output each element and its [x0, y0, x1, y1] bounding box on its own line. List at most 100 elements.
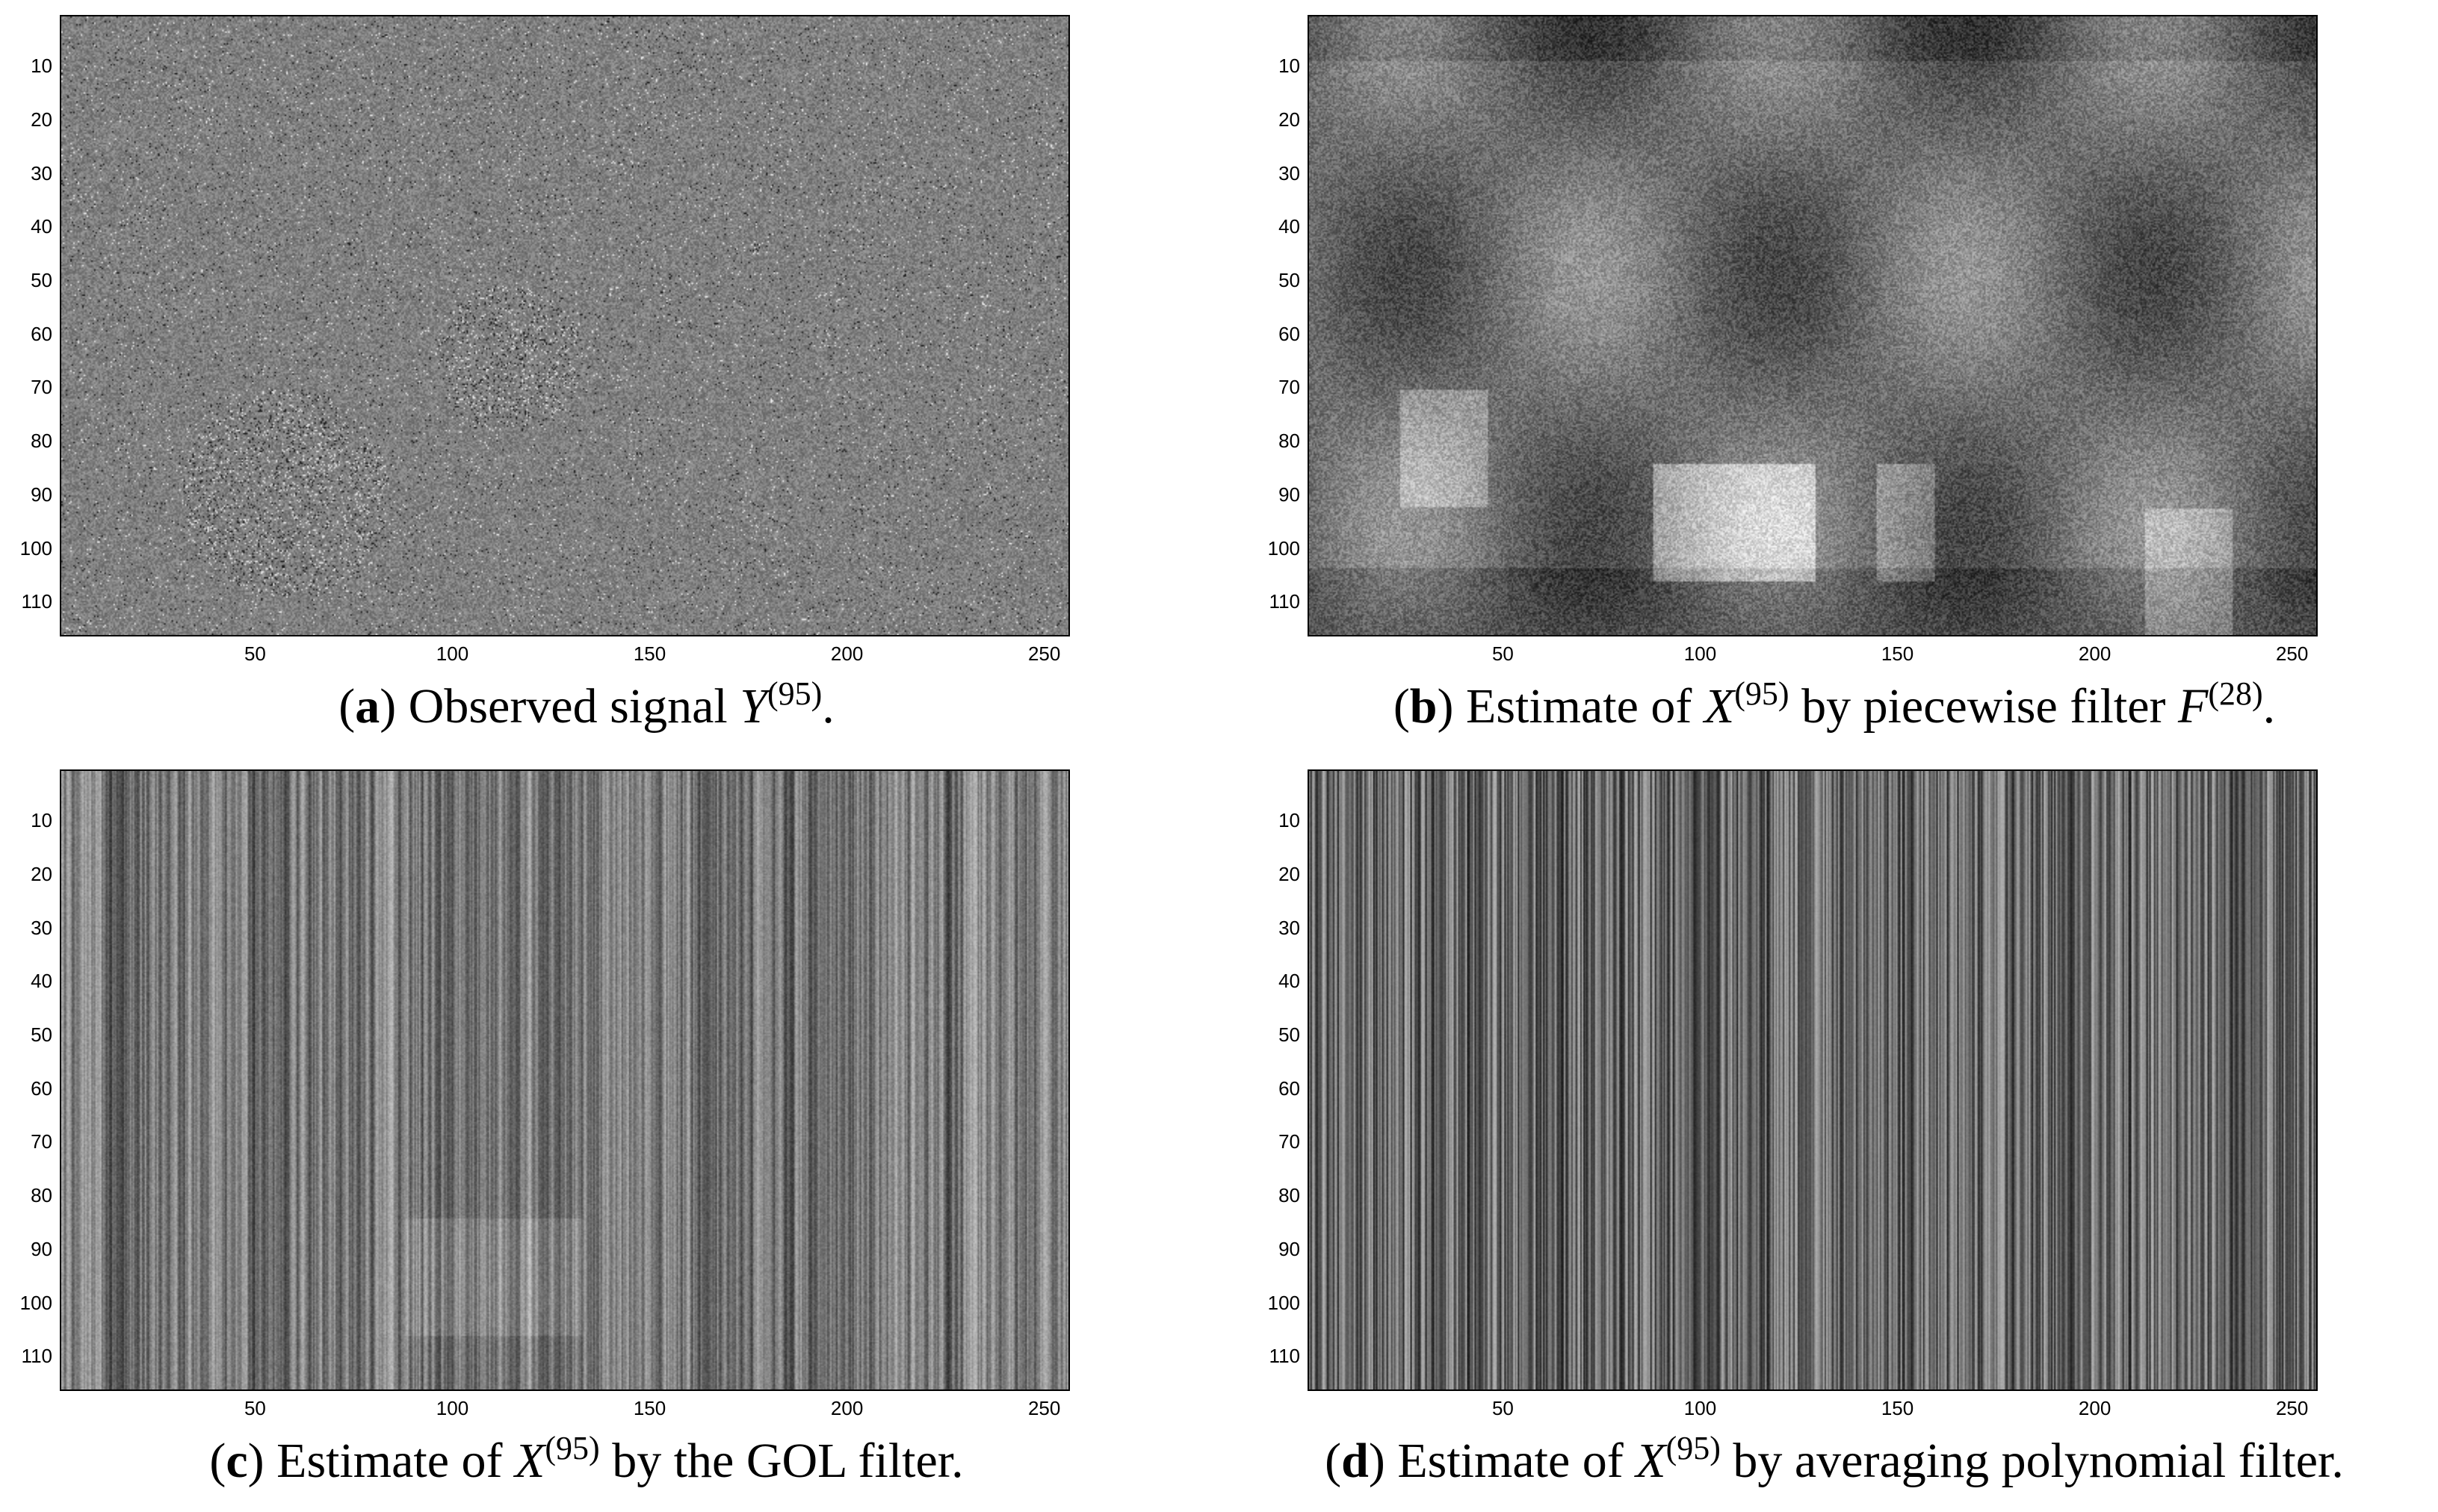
y-tick-label: 60 — [1278, 1076, 1300, 1100]
y-tick-label: 10 — [1278, 55, 1300, 78]
x-tick-label: 100 — [1683, 1397, 1717, 1419]
x-tick-label: 150 — [1881, 1397, 1914, 1419]
x-tick-label: 100 — [436, 642, 469, 665]
figure-panel-c: 10 20 30 40 50 60 70 80 90 100 110 50 100 150 200 250 … — [7, 759, 1166, 1506]
y-tick-label: 60 — [31, 322, 52, 345]
y-tick-label: 10 — [1278, 809, 1300, 832]
y-tick-label: 80 — [31, 430, 52, 453]
caption-text-a: Observed signal — [396, 679, 740, 734]
caption-superscript-b: (95) — [1734, 675, 1789, 712]
image-plot-c — [61, 771, 1068, 1389]
x-tick-label: 250 — [1027, 1397, 1061, 1419]
y-tick-label: 50 — [1278, 1023, 1300, 1047]
x-tick-label: 200 — [2078, 642, 2111, 665]
figure-panel-d: 10 20 30 40 50 60 70 80 90 100 110 50 100 150 200 250 … — [1255, 759, 2413, 1506]
image-axes-a — [60, 15, 1070, 636]
x-tick-label: 100 — [1683, 642, 1717, 665]
caption-symbol-b: X — [1704, 679, 1735, 734]
caption-superscript-c: (95) — [545, 1429, 600, 1466]
y-tick-label: 20 — [1278, 862, 1300, 885]
figure-panel-b: 10 20 30 40 50 60 70 80 90 100 110 50 100 150 200 250 … — [1255, 4, 2413, 752]
caption-text-b: Estimate of — [1453, 679, 1704, 734]
caption-symbol-d: X — [1636, 1434, 1666, 1488]
y-tick-label: 30 — [1278, 916, 1300, 939]
y-tick-label: 40 — [1278, 215, 1300, 238]
x-tick-label: 150 — [633, 642, 666, 665]
y-tick-label: 100 — [1267, 536, 1300, 560]
caption-symbol-c: X — [515, 1434, 545, 1488]
caption-mid-d: by averaging polynomial filter. — [1720, 1434, 2344, 1488]
x-tick-label: 50 — [244, 1397, 266, 1419]
y-tick-label: 100 — [19, 536, 52, 560]
y-tick-label: 110 — [21, 1345, 52, 1368]
caption-d: (d) Estimate of X(95) by averaging polyn… — [1325, 1429, 2344, 1488]
caption-text-c: Estimate of — [264, 1434, 516, 1488]
y-tick-label: 40 — [1278, 970, 1300, 993]
y-tick-label: 10 — [31, 809, 52, 832]
y-tick-label: 80 — [1278, 1184, 1300, 1207]
caption-label-c: c — [226, 1434, 248, 1488]
y-tick-label: 70 — [1278, 376, 1300, 399]
caption-symbol-a: Y — [740, 679, 767, 734]
y-tick-label: 40 — [31, 970, 52, 993]
y-tick-label: 20 — [31, 862, 52, 885]
image-axes-d — [1308, 769, 2318, 1391]
x-tick-label: 150 — [1881, 642, 1914, 665]
y-tick-label: 30 — [31, 916, 52, 939]
y-tick-label: 50 — [31, 269, 52, 292]
caption-superscript2-b: (28) — [2208, 675, 2263, 712]
y-tick-label: 90 — [1278, 483, 1300, 506]
y-tick-label: 110 — [1269, 1345, 1300, 1368]
caption-end-a: . — [822, 679, 835, 734]
y-tick-label: 80 — [1278, 430, 1300, 453]
y-tick-label: 60 — [31, 1076, 52, 1100]
y-tick-label: 110 — [21, 590, 52, 613]
x-tick-label: 250 — [1027, 642, 1061, 665]
caption-text-d: Estimate of — [1384, 1434, 1636, 1488]
caption-c: (c) Estimate of X(95) by the GOL filter. — [209, 1429, 964, 1488]
image-plot-d — [1309, 771, 2316, 1389]
x-tick-label: 150 — [633, 1397, 666, 1419]
y-tick-label: 70 — [31, 376, 52, 399]
x-tick-label: 200 — [830, 642, 864, 665]
x-tick-label: 250 — [2275, 642, 2309, 665]
y-tick-label: 100 — [19, 1291, 52, 1314]
y-tick-label: 90 — [31, 483, 52, 506]
caption-label-d: d — [1341, 1434, 1369, 1488]
y-tick-label: 50 — [1278, 269, 1300, 292]
x-tick-label: 50 — [1491, 1397, 1514, 1419]
y-tick-label: 50 — [31, 1023, 52, 1047]
y-tick-label: 10 — [31, 55, 52, 78]
y-tick-label: 110 — [1269, 590, 1300, 613]
caption-b: (b) Estimate of X(95) by piecewise filte… — [1393, 675, 2276, 734]
caption-label-b: b — [1409, 679, 1438, 734]
y-tick-label: 100 — [1267, 1291, 1300, 1314]
y-tick-label: 90 — [31, 1237, 52, 1260]
y-tick-label: 70 — [1278, 1130, 1300, 1153]
caption-superscript-a: (95) — [767, 675, 823, 712]
y-tick-label: 20 — [1278, 108, 1300, 131]
caption-symbol2-b: F — [2178, 679, 2209, 734]
caption-end-b: . — [2262, 679, 2276, 734]
x-tick-label: 100 — [436, 1397, 469, 1419]
x-tick-label: 200 — [2078, 1397, 2111, 1419]
image-axes-c — [60, 769, 1070, 1391]
x-tick-label: 50 — [1491, 642, 1514, 665]
caption-a: (a) Observed signal Y(95). — [338, 675, 835, 734]
y-tick-label: 40 — [31, 215, 52, 238]
y-tick-label: 20 — [31, 108, 52, 131]
caption-mid-b: by piecewise filter — [1789, 679, 2179, 734]
caption-mid-c: by the GOL filter. — [599, 1434, 964, 1488]
y-tick-label: 70 — [31, 1130, 52, 1153]
figure-panel-a: 10 20 30 40 50 60 70 80 90 100 110 50 100 150 200 250 … — [7, 4, 1166, 752]
image-plot-a — [61, 16, 1068, 635]
y-tick-label: 60 — [1278, 322, 1300, 345]
image-plot-b — [1309, 16, 2316, 635]
caption-superscript-d: (95) — [1665, 1429, 1721, 1466]
y-tick-label: 90 — [1278, 1237, 1300, 1260]
x-tick-label: 250 — [2275, 1397, 2309, 1419]
x-tick-label: 50 — [244, 642, 266, 665]
y-tick-label: 80 — [31, 1184, 52, 1207]
y-tick-label: 30 — [1278, 161, 1300, 185]
caption-label-a: a — [355, 679, 380, 734]
